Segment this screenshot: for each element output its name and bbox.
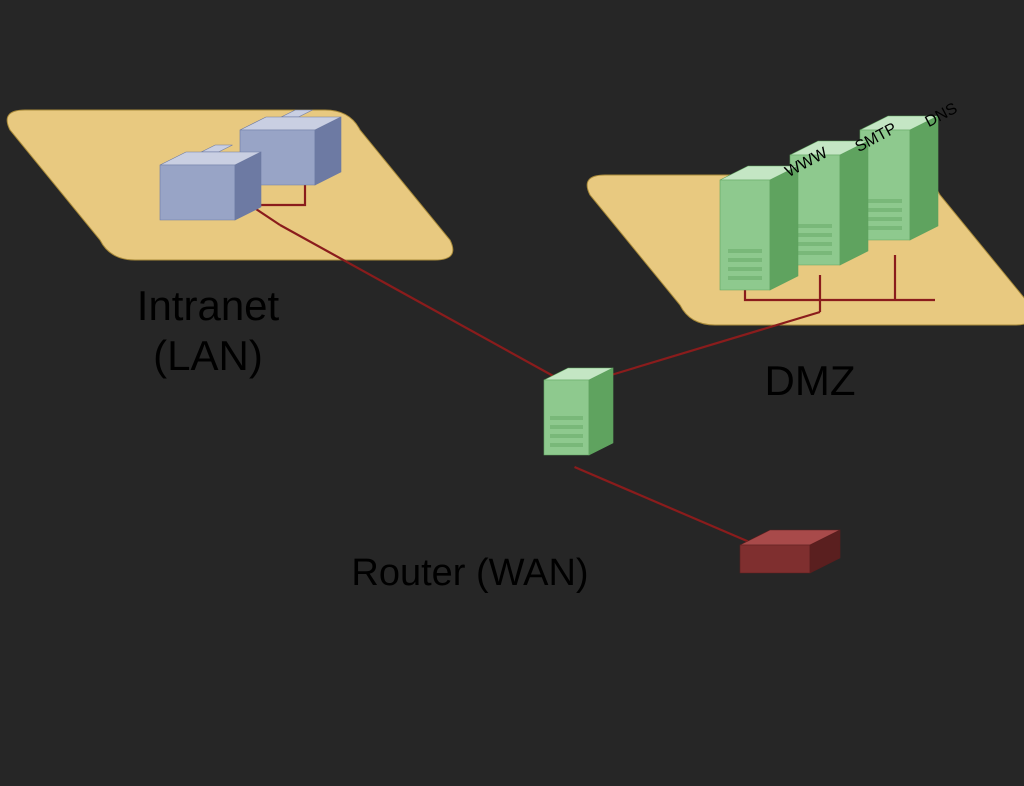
server-dns-vent xyxy=(868,226,902,230)
router-label: Router (WAN) xyxy=(351,552,588,594)
server-www-vent xyxy=(728,276,762,280)
server-dns-vent xyxy=(868,208,902,212)
server-smtp-vent xyxy=(798,251,832,255)
edge-firewall-router xyxy=(575,467,762,547)
server-www xyxy=(720,166,798,290)
firewall-vent xyxy=(550,416,583,420)
firewall-vent xyxy=(550,443,583,447)
server-www-vent xyxy=(728,249,762,253)
server-smtp-vent xyxy=(798,233,832,237)
server-dns-vent xyxy=(868,217,902,221)
server-smtp-vent xyxy=(798,242,832,246)
router xyxy=(740,530,840,573)
server-www-vent xyxy=(728,267,762,271)
lan-label-line1: Intranet xyxy=(137,282,280,329)
server-dns-vent xyxy=(868,199,902,203)
server-dns-label: DNS xyxy=(922,100,960,131)
firewall-vent xyxy=(550,425,583,429)
dmz-label: DMZ xyxy=(765,357,856,404)
lan-label-line2: (LAN) xyxy=(153,332,263,379)
firewall xyxy=(544,368,613,455)
server-smtp-vent xyxy=(798,224,832,228)
firewall-vent xyxy=(550,434,583,438)
server-www-vent xyxy=(728,258,762,262)
pc-1-base xyxy=(160,152,261,220)
